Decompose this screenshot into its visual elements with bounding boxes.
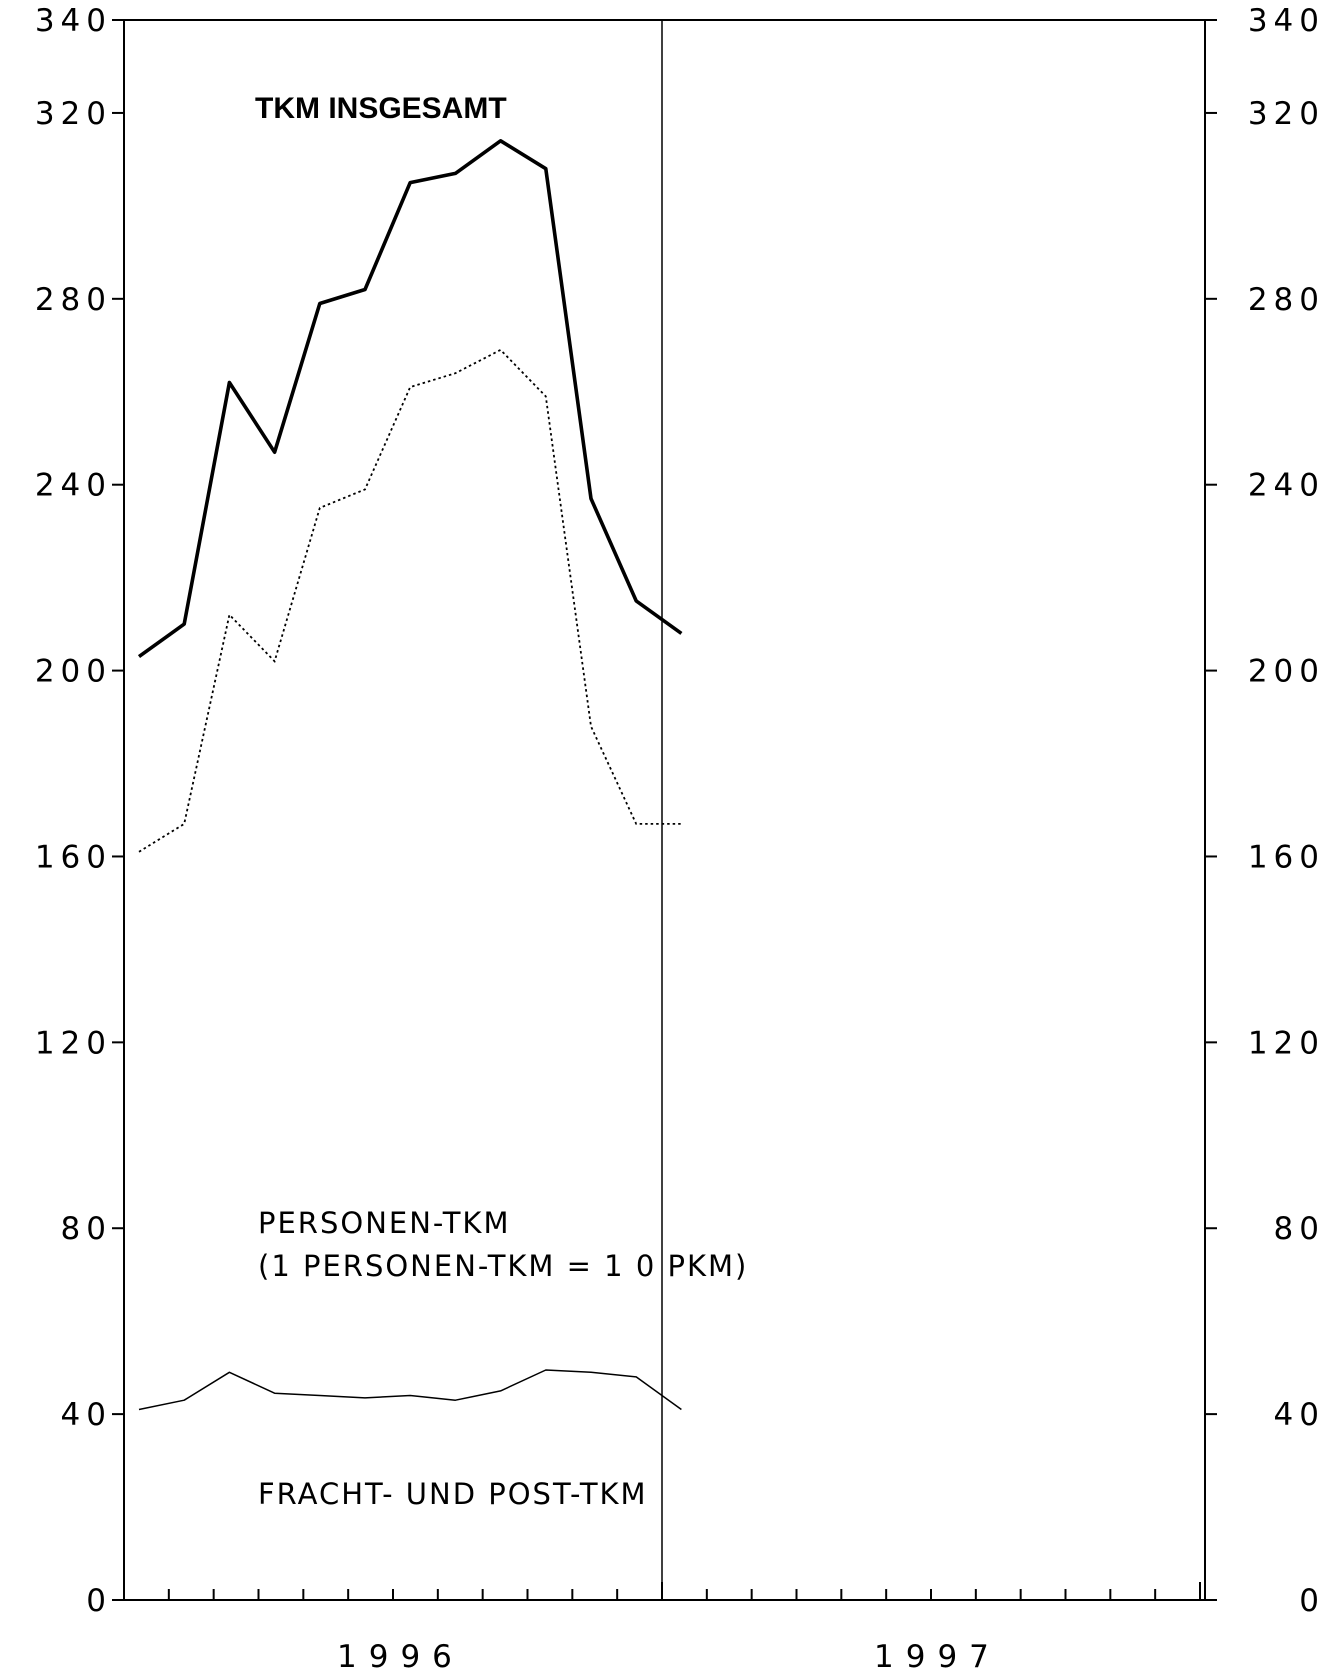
left-tick-label: 240 — [35, 468, 112, 504]
left-tick-label: 80 — [61, 1211, 112, 1247]
right-tick-label: 160 — [1248, 839, 1325, 875]
right-tick-label: 200 — [1248, 654, 1325, 690]
right-y-axis: 0 40 80 120 160 200 240 280 320 340 — [1205, 3, 1325, 1619]
series-line-fracht-post-tkm — [138, 1369, 682, 1411]
left-tick-label: 320 — [35, 96, 112, 132]
x-label-1996: 1996 — [337, 1639, 464, 1675]
series-label-personen: PERSONEN-TKM — [258, 1206, 510, 1240]
x-label-1997: 1997 — [874, 1639, 1001, 1675]
x-axis — [123, 1582, 1201, 1600]
series-label-fracht: FRACHT- UND POST-TKM — [258, 1477, 648, 1511]
series-line-tkm-insgesamt — [137, 139, 683, 659]
left-tick-label: 0 — [86, 1583, 112, 1619]
series-lines — [137, 139, 683, 1411]
right-tick-label: 240 — [1248, 468, 1325, 504]
left-tick-label: 340 — [35, 3, 112, 39]
right-tick-label: 320 — [1248, 96, 1325, 132]
right-tick-label: 0 — [1299, 1583, 1325, 1619]
axes — [123, 19, 1206, 1601]
right-tick-label: 280 — [1248, 282, 1325, 318]
chart-title: TKM INSGESAMT — [255, 92, 507, 125]
series-note-personen: (1 PERSONEN-TKM = 1 0 PKM) — [258, 1249, 748, 1283]
right-tick-label: 40 — [1274, 1397, 1325, 1433]
right-tick-label: 340 — [1248, 3, 1325, 39]
left-tick-label: 160 — [35, 839, 112, 875]
left-y-axis: 0 40 80 120 160 200 240 280 320 340 — [35, 3, 124, 1619]
left-tick-label: 120 — [35, 1025, 112, 1061]
right-tick-label: 80 — [1274, 1211, 1325, 1247]
left-tick-label: 200 — [35, 654, 112, 690]
left-tick-label: 40 — [61, 1397, 112, 1433]
right-tick-label: 120 — [1248, 1025, 1325, 1061]
left-tick-label: 280 — [35, 282, 112, 318]
